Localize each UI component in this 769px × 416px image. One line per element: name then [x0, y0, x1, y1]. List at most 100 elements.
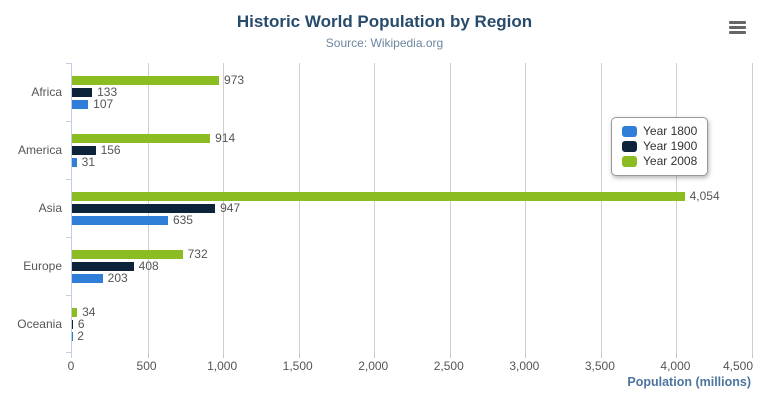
data-label: 6: [77, 317, 85, 331]
chart-title: Historic World Population by Region: [236, 12, 533, 31]
category-axis-tick: [66, 295, 71, 296]
value-axis-tick: [223, 353, 225, 358]
category-axis-tick: [66, 352, 71, 353]
bar-row: 107: [72, 98, 752, 110]
category-axis-tick: [66, 121, 71, 122]
legend-label: Year 1900: [643, 139, 698, 153]
bar-america-year-2008[interactable]: [72, 133, 211, 143]
data-label: 203: [107, 271, 128, 285]
bar-oceania-year-1900[interactable]: [72, 319, 73, 329]
bar-row: 914: [72, 131, 752, 145]
bar-row: 732: [72, 247, 752, 261]
bar-asia-year-1800[interactable]: [72, 215, 168, 225]
bar-group-oceania: 34 6 2: [72, 295, 752, 353]
gridline: [752, 63, 753, 353]
category-axis-labels: Africa America Asia Europe Oceania: [0, 63, 62, 353]
value-axis-labels: 0 500 1,000 1,500 2,000 2,500 3,000 3,500 4,000 4…: [67, 359, 753, 373]
legend-item-year-1800[interactable]: Year 1800: [622, 124, 697, 139]
legend-label: Year 1800: [643, 124, 698, 138]
bar-europe-year-1900[interactable]: [72, 261, 134, 271]
data-label: 133: [97, 85, 118, 99]
legend-item-year-2008[interactable]: Year 2008: [622, 154, 697, 169]
bar-row: 635: [72, 213, 752, 227]
data-label: 914: [215, 131, 236, 145]
data-label: 34: [82, 305, 96, 319]
data-label: 973: [224, 73, 245, 87]
category-label-oceania: Oceania: [17, 317, 62, 331]
gridline: [449, 63, 451, 353]
x-tick-label: 2,000: [358, 359, 389, 373]
legend: Year 1800 Year 1900 Year 2008: [611, 117, 709, 176]
data-label: 156: [100, 143, 121, 157]
category-label-europe: Europe: [23, 259, 62, 273]
x-tick-label: 3,000: [509, 359, 540, 373]
value-axis-tick: [71, 353, 72, 358]
data-label: 408: [138, 259, 159, 273]
gridline: [374, 63, 376, 353]
data-label: 4,054: [689, 189, 720, 203]
data-label: 2: [77, 329, 84, 343]
x-tick-label: 3,500: [584, 359, 615, 373]
category-label-africa: Africa: [31, 85, 62, 99]
value-axis-tick: [298, 353, 300, 358]
data-label: 31: [81, 155, 96, 169]
value-axis-tick: [752, 353, 753, 358]
legend-item-year-1900[interactable]: Year 1900: [622, 139, 697, 154]
x-tick-label: 1,500: [282, 359, 313, 373]
bar-row: 6: [72, 317, 752, 331]
data-label: 635: [172, 213, 193, 227]
bar-row: 34: [72, 305, 752, 319]
category-label-asia: Asia: [38, 201, 62, 215]
bar-africa-year-1900[interactable]: [72, 87, 93, 97]
x-tick-label: 2,500: [433, 359, 464, 373]
bar-row: 973: [72, 73, 752, 87]
bar-america-year-1900[interactable]: [72, 145, 96, 155]
bar-row: 203: [72, 271, 752, 285]
bar-row: 408: [72, 259, 752, 273]
value-axis-tick: [600, 353, 602, 358]
bar-europe-year-1800[interactable]: [72, 273, 103, 283]
legend-swatch: [622, 156, 637, 167]
x-tick-label: 0: [67, 359, 75, 373]
gridline: [676, 63, 678, 353]
chart-subtitle: Source: Wikipedia.org: [325, 36, 444, 50]
gridline: [525, 63, 527, 353]
value-axis-tick: [449, 353, 451, 358]
gridline: [600, 63, 602, 353]
bar-group-europe: 732 408 203: [72, 237, 752, 295]
value-axis-tick: [147, 353, 149, 358]
legend-swatch: [622, 141, 637, 152]
bar-row: 4,054: [72, 189, 752, 203]
bar-africa-year-1800[interactable]: [72, 99, 89, 109]
bar-row: 156: [72, 143, 752, 157]
bar-row: 31: [72, 155, 752, 169]
x-tick-label: 500: [136, 359, 157, 373]
value-axis-tick: [374, 353, 376, 358]
value-axis-tick: [525, 353, 527, 358]
chart-context-menu-button[interactable]: [724, 17, 750, 37]
value-axis-tick: [676, 353, 678, 358]
plot-area: 973 133 107 914 156 31 4,054 947 635 732 408 203 34 6…: [66, 63, 753, 358]
x-tick-label: 4,000: [660, 359, 691, 373]
category-axis-tick: [66, 237, 71, 238]
hamburger-icon: [724, 21, 750, 34]
bar-oceania-year-2008[interactable]: [72, 307, 78, 317]
bar-asia-year-1900[interactable]: [72, 203, 216, 213]
bar-africa-year-2008[interactable]: [72, 75, 220, 85]
x-tick-label: 1,000: [207, 359, 238, 373]
bar-group-africa: 973 133 107: [72, 63, 752, 121]
legend-swatch: [622, 126, 637, 137]
bar-asia-year-2008[interactable]: [72, 191, 685, 201]
bar-row: 133: [72, 85, 752, 99]
bar-row: 947: [72, 202, 752, 214]
data-label: 732: [187, 247, 208, 261]
bar-group-america: 914 156 31: [72, 121, 752, 179]
gridline: [223, 63, 225, 353]
category-axis-tick: [66, 179, 71, 180]
bar-america-year-1800[interactable]: [72, 157, 77, 167]
bar-group-asia: 4,054 947 635: [72, 179, 752, 237]
bar-europe-year-2008[interactable]: [72, 249, 183, 259]
legend-label: Year 2008: [643, 154, 698, 168]
gridline: [298, 63, 300, 353]
